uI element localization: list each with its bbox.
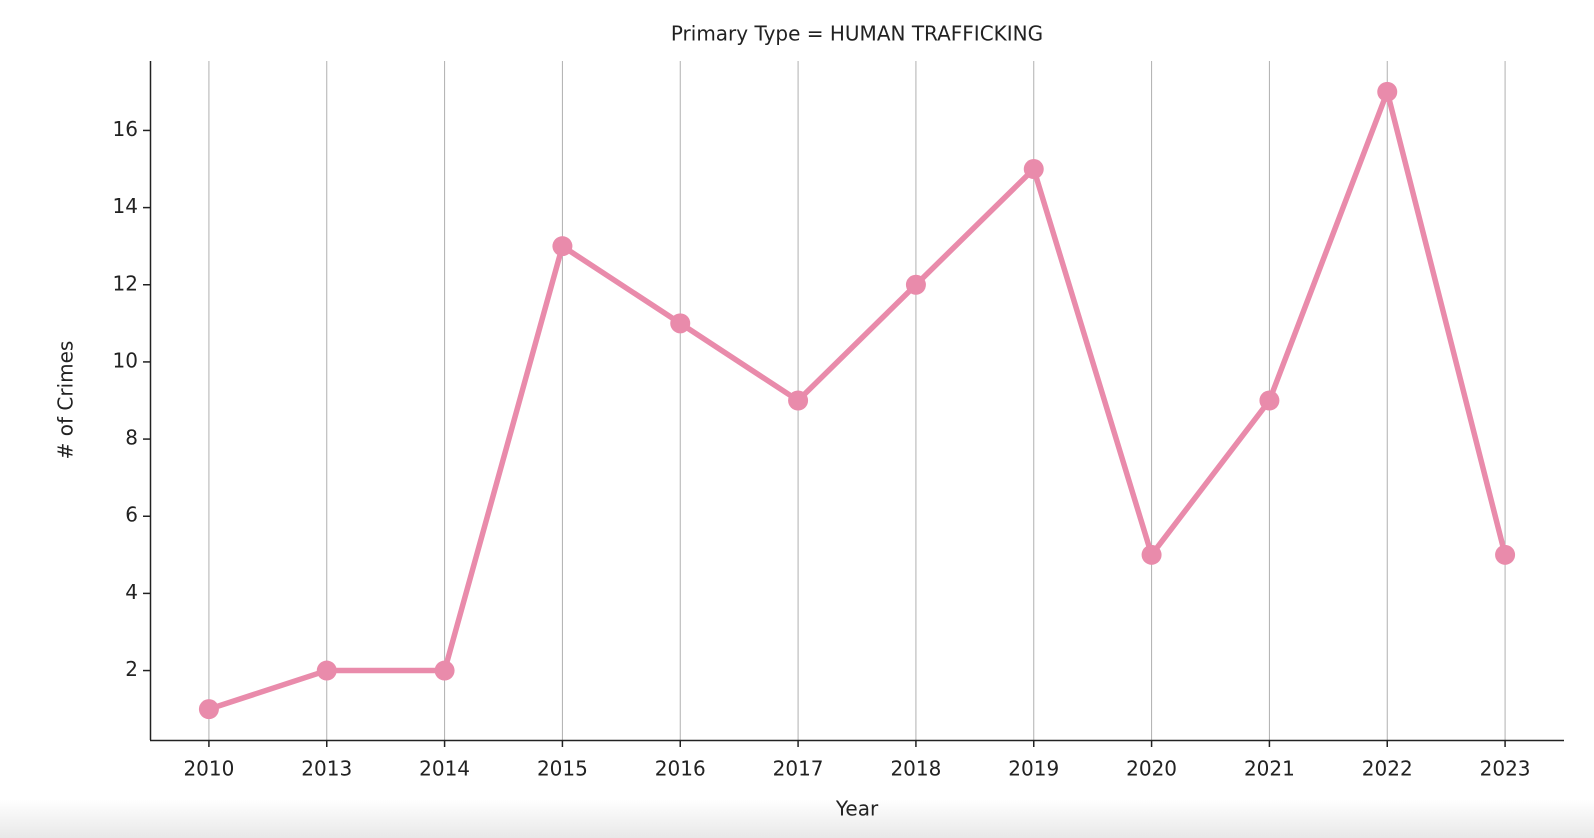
- grid: [208, 61, 1506, 740]
- x-tick-label: 2014: [419, 757, 470, 781]
- y-tick-label: 4: [125, 580, 138, 604]
- data-point: [552, 236, 573, 257]
- y-tick-label: 6: [125, 503, 138, 527]
- x-tick-label: 2017: [773, 757, 824, 781]
- plot-area: [198, 81, 1516, 720]
- data-point: [1259, 390, 1280, 411]
- data-point: [434, 660, 455, 681]
- y-tick-label: 16: [113, 117, 138, 141]
- data-point: [1377, 81, 1398, 102]
- x-tick-label: 2023: [1480, 757, 1531, 781]
- data-point: [1023, 159, 1044, 180]
- x-tick-label: 2015: [537, 757, 588, 781]
- y-tick-label: 8: [125, 426, 138, 450]
- data-point: [198, 699, 219, 720]
- y-tick-label: 14: [113, 194, 138, 218]
- data-point: [670, 313, 691, 334]
- x-tick-label: 2010: [183, 757, 234, 781]
- bottom-shade: [0, 800, 1594, 838]
- x-tick-label: 2013: [301, 757, 352, 781]
- x-tick-label: 2019: [1008, 757, 1059, 781]
- data-point: [1141, 544, 1162, 565]
- x-tick-label: 2018: [890, 757, 941, 781]
- x-tick-label: 2020: [1126, 757, 1177, 781]
- y-tick-label: 2: [125, 657, 138, 681]
- x-tick-label: 2016: [655, 757, 706, 781]
- x-tick-label: 2022: [1362, 757, 1413, 781]
- data-point: [1495, 544, 1516, 565]
- data-point: [316, 660, 337, 681]
- y-tick-label: 10: [113, 348, 138, 372]
- data-line: [208, 89, 1508, 712]
- y-tick-label: 12: [113, 271, 138, 295]
- y-axis-label: # of Crimes: [54, 341, 78, 460]
- data-point: [788, 390, 809, 411]
- data-point: [905, 274, 926, 295]
- x-tick-label: 2021: [1244, 757, 1295, 781]
- chart-title: Primary Type = HUMAN TRAFFICKING: [671, 22, 1043, 46]
- x-axis-label: Year: [835, 797, 879, 821]
